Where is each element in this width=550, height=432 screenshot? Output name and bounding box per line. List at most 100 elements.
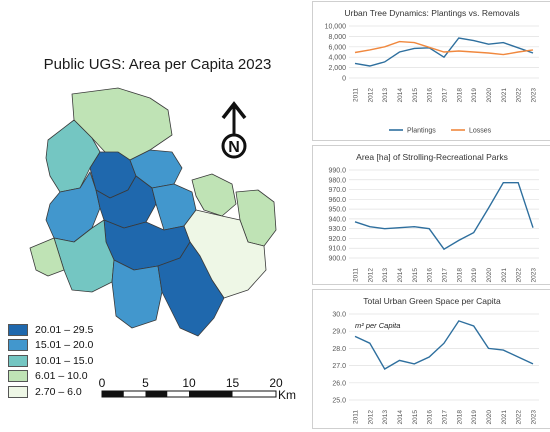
map-title: Public UGS: Area per Capita 2023 <box>43 56 272 73</box>
y-tick-label: 990.0 <box>328 168 346 175</box>
x-tick-label: 2020 <box>486 410 493 425</box>
x-tick-label: 2017 <box>442 410 449 425</box>
x-tick-label: 2011 <box>353 410 360 424</box>
x-tick-label: 2023 <box>531 410 538 425</box>
legend-item: 6.01 – 10.0 <box>8 369 93 385</box>
legend-item: 10.01 – 15.0 <box>8 353 93 369</box>
district-south <box>111 259 163 329</box>
y-tick-label: 960.0 <box>328 197 346 204</box>
scale-tick-label: 10 <box>182 376 196 390</box>
x-tick-label: 2021 <box>501 410 508 425</box>
chart-title: Total Urban Green Space per Capita <box>363 296 501 306</box>
scale-tick-label: 20 <box>269 376 283 390</box>
x-tick-label: 2021 <box>501 88 508 103</box>
legend-swatch <box>8 339 28 352</box>
series-line <box>354 40 534 56</box>
x-tick-label: 2022 <box>516 88 523 103</box>
series-line <box>354 182 534 251</box>
x-tick-label: 2013 <box>382 268 389 283</box>
y-tick-label: 30.0 <box>332 312 346 319</box>
series-line <box>354 37 534 67</box>
x-tick-label: 2012 <box>367 268 374 283</box>
y-tick-label: 0 <box>342 76 346 83</box>
legend-label: 2.70 – 6.0 <box>35 385 82 398</box>
legend-swatch <box>8 354 28 367</box>
x-tick-label: 2019 <box>471 410 478 425</box>
x-tick-label: 2012 <box>367 410 374 425</box>
map-legend: 20.01 – 29.5 15.01 – 20.0 10.01 – 15.0 6.01… <box>8 322 93 400</box>
x-tick-label: 2012 <box>367 88 374 103</box>
x-tick-label: 2015 <box>412 410 419 425</box>
x-tick-label: 2018 <box>456 88 463 103</box>
x-tick-label: 2019 <box>471 88 478 103</box>
chart-title: Area [ha] of Strolling-Recreational Park… <box>356 152 508 162</box>
y-tick-label: 970.0 <box>328 187 346 194</box>
x-tick-label: 2013 <box>382 410 389 425</box>
legend-item: 15.01 – 20.0 <box>8 338 93 354</box>
x-tick-label: 2015 <box>412 268 419 283</box>
legend-swatch <box>8 323 28 336</box>
x-tick-label: 2016 <box>427 410 434 425</box>
chart-annotation: m² per Capita <box>355 321 400 330</box>
y-tick-label: 4,000 <box>328 55 346 62</box>
y-tick-label: 6,000 <box>328 44 346 51</box>
park-area-chart: Area [ha] of Strolling-Recreational Park… <box>312 145 550 285</box>
district-northeast <box>191 173 237 217</box>
legend-label: 15.01 – 20.0 <box>35 339 94 352</box>
legend-entry: Losses <box>469 128 492 135</box>
y-tick-label: 950.0 <box>328 207 346 214</box>
scale-tick-label: 15 <box>226 376 240 390</box>
y-tick-label: 900.0 <box>328 256 346 263</box>
x-tick-label: 2020 <box>486 88 493 103</box>
legend-label: 10.01 – 15.0 <box>35 354 94 367</box>
district-far-west <box>29 237 65 277</box>
north-arrow-icon: N <box>221 101 247 159</box>
legend-entry: Plantings <box>407 128 436 135</box>
y-tick-label: 910.0 <box>328 246 346 253</box>
scale-bar: 0 5 10 15 20 Km <box>99 376 296 402</box>
north-arrow-label: N <box>228 139 240 156</box>
district-southeast <box>157 241 225 337</box>
legend-item: 20.01 – 29.5 <box>8 322 93 338</box>
x-tick-label: 2023 <box>531 88 538 103</box>
y-tick-label: 27.0 <box>332 363 346 370</box>
tree-dynamics-chart: Urban Tree Dynamics: Plantings vs. Remov… <box>312 1 550 141</box>
x-tick-label: 2022 <box>516 410 523 425</box>
x-tick-label: 2022 <box>516 268 523 283</box>
legend-swatch <box>8 385 28 398</box>
x-tick-label: 2014 <box>397 410 404 425</box>
district-northwest <box>45 119 101 193</box>
y-tick-label: 10,000 <box>325 24 347 31</box>
x-tick-label: 2014 <box>397 88 404 103</box>
x-tick-label: 2018 <box>456 410 463 425</box>
x-tick-label: 2013 <box>382 88 389 103</box>
y-tick-label: 930.0 <box>328 226 346 233</box>
scale-unit: Km <box>278 388 296 402</box>
x-tick-label: 2018 <box>456 268 463 283</box>
scale-ticks: 0 5 10 15 20 <box>99 376 283 390</box>
legend-swatch <box>8 370 28 383</box>
y-tick-label: 26.0 <box>332 380 346 387</box>
y-tick-label: 8,000 <box>328 34 346 41</box>
x-tick-label: 2011 <box>353 88 360 102</box>
x-tick-label: 2011 <box>353 268 360 282</box>
x-tick-label: 2014 <box>397 268 404 283</box>
x-tick-label: 2019 <box>471 268 478 283</box>
x-tick-label: 2021 <box>501 268 508 283</box>
x-tick-label: 2017 <box>442 268 449 283</box>
x-tick-label: 2016 <box>427 268 434 283</box>
y-tick-label: 25.0 <box>332 398 346 405</box>
legend-label: 20.01 – 29.5 <box>35 323 94 336</box>
chart-title: Urban Tree Dynamics: Plantings vs. Remov… <box>344 8 519 18</box>
y-tick-label: 28.0 <box>332 346 346 353</box>
x-tick-label: 2017 <box>442 88 449 103</box>
y-tick-label: 940.0 <box>328 216 346 223</box>
x-tick-label: 2023 <box>531 268 538 283</box>
scale-tick-label: 0 <box>99 376 106 390</box>
y-tick-label: 29.0 <box>332 329 346 336</box>
y-tick-label: 2,000 <box>328 65 346 72</box>
district-map: N <box>29 87 277 337</box>
legend-item: 2.70 – 6.0 <box>8 384 93 400</box>
x-tick-label: 2016 <box>427 88 434 103</box>
y-tick-label: 920.0 <box>328 236 346 243</box>
